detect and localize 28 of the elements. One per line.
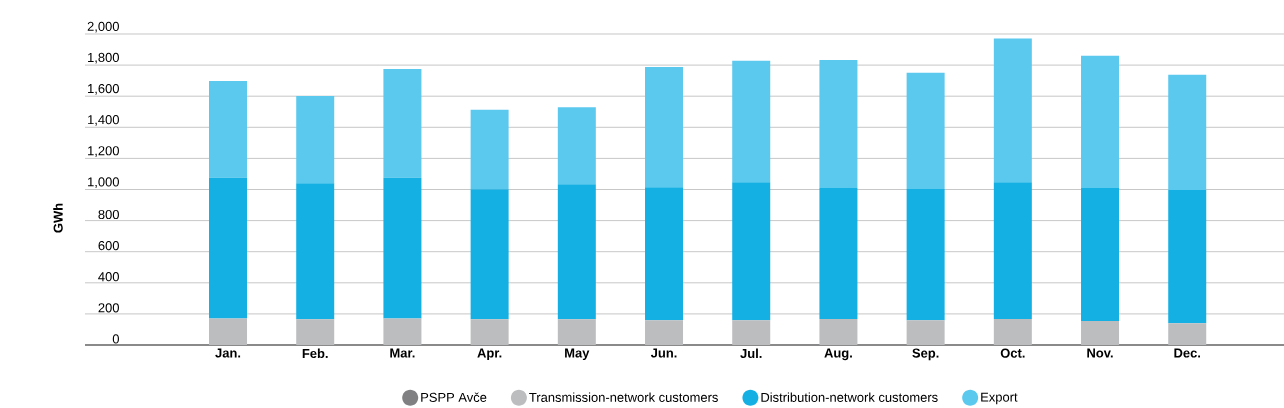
- x-tick-label: Jan.: [215, 348, 241, 358]
- x-tick-label: Nov.: [1087, 348, 1113, 358]
- x-tick-label: Feb.: [302, 348, 328, 359]
- x-tick-label: Dec.: [1174, 348, 1201, 358]
- x-tick-label: Mar.: [390, 348, 415, 358]
- y-tick-label: 800: [98, 209, 119, 220]
- x-tick-label: Jul.: [740, 348, 762, 359]
- legend-label: PSPP Avče: [421, 392, 487, 402]
- y-tick-label: 200: [98, 303, 119, 313]
- y-tick-label: 1,200: [88, 146, 119, 157]
- y-tick-label: 600: [98, 241, 119, 251]
- x-tick-label: Oct.: [1000, 348, 1025, 358]
- y-tick-label: 1,400: [88, 115, 119, 126]
- legend-label: Transmission-network customers: [529, 392, 718, 402]
- y-tick-label: 1,600: [88, 83, 119, 95]
- x-tick-label: Aug.: [824, 348, 852, 361]
- legend-label: Export: [981, 392, 1018, 405]
- y-tick-label: 400: [98, 272, 119, 282]
- y-tick-label: 1,800: [88, 52, 119, 64]
- y-axis-title: GWh: [53, 203, 63, 233]
- y-tick-label: 1,000: [88, 177, 119, 188]
- legend-label: Distribution-network customers: [761, 392, 938, 402]
- y-tick-label: 2,000: [87, 21, 119, 33]
- x-tick-label: Jun.: [650, 348, 677, 358]
- x-tick-label: May: [565, 348, 590, 361]
- x-tick-label: Apr.: [477, 348, 502, 361]
- y-tick-label: 0: [112, 334, 119, 344]
- x-tick-label: Sep.: [912, 348, 939, 361]
